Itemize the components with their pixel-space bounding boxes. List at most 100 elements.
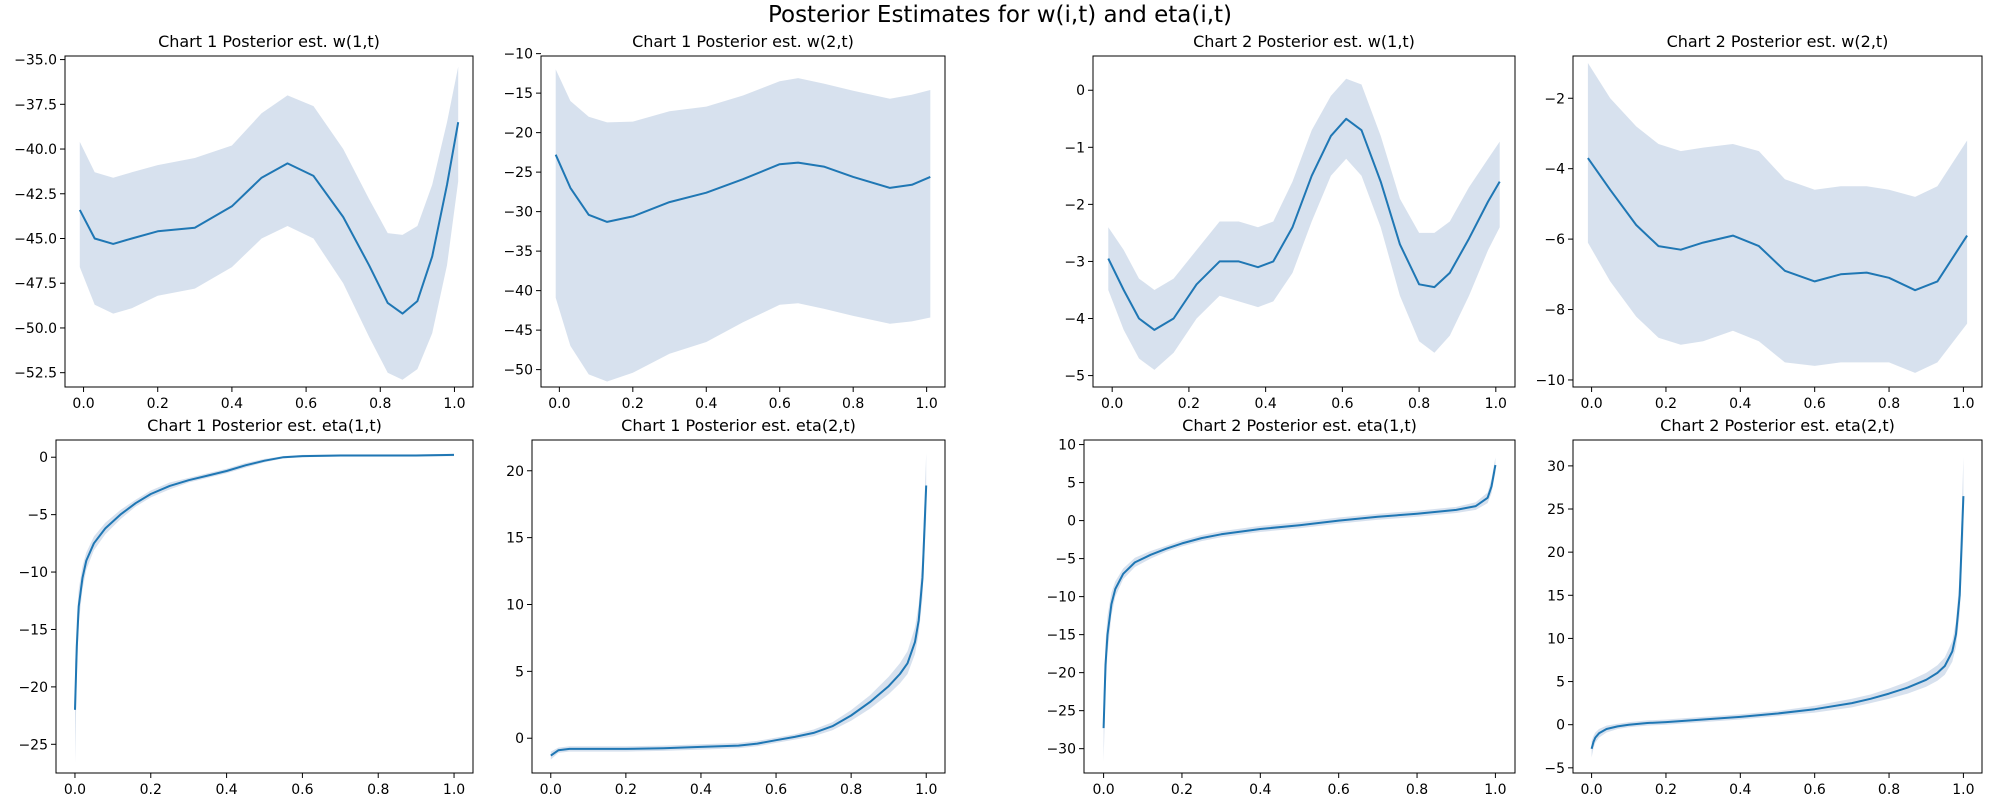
x-tick-label: 0.6 xyxy=(1804,396,1826,412)
y-tick-label: −10 xyxy=(1046,590,1076,606)
y-tick-label: −5 xyxy=(1055,552,1076,568)
y-tick-label: −30 xyxy=(1046,742,1076,758)
y-tick-label: −20 xyxy=(503,126,533,142)
y-tick-label: 25 xyxy=(1547,502,1565,518)
y-tick-label: 20 xyxy=(506,464,524,480)
credible-band xyxy=(1108,78,1500,370)
y-tick-label: 0 xyxy=(1067,514,1076,530)
x-tick-label: 0.6 xyxy=(1328,782,1350,798)
mean-line xyxy=(1107,117,1501,331)
subplot-6: 0.0 0.2 0.4 0.6 0.8 1.0 0 5 10 15 20 Chart 1 Poster… xyxy=(506,416,946,798)
x-tick-label: 0.2 xyxy=(615,782,637,798)
y-tick-label: 10 xyxy=(1547,631,1565,647)
y-tick-label: −2 xyxy=(1544,91,1565,107)
axes-frame xyxy=(1083,439,1516,774)
y-tick-label: −37.5 xyxy=(14,97,57,113)
x-tick-label: 0.4 xyxy=(1249,782,1271,798)
x-tick-label: 0.4 xyxy=(1255,396,1277,412)
y-tick-label: −3 xyxy=(1064,254,1085,270)
x-tick-label: 0.4 xyxy=(1729,396,1751,412)
y-tick-label: −47.5 xyxy=(14,276,57,292)
credible-band xyxy=(1103,457,1496,762)
credible-band xyxy=(75,453,454,763)
y-tick-label: −10 xyxy=(18,565,48,581)
x-tick-label: 0.8 xyxy=(369,396,391,412)
x-tick-label: 0.4 xyxy=(215,782,237,798)
y-tick-label: −50.0 xyxy=(14,321,57,337)
subplot-title: Chart 1 Posterior est. w(1,t) xyxy=(158,32,380,51)
x-tick-label: 0.4 xyxy=(1729,782,1751,798)
x-tick-label: 0.0 xyxy=(72,396,94,412)
credible-band xyxy=(1591,457,1964,758)
subplot-1: 0.0 0.2 0.4 0.6 0.8 1.0 −52.5 −50.0 −47.5 −45.0 −4… xyxy=(14,32,474,412)
x-tick-label: 0.0 xyxy=(1580,396,1602,412)
y-tick-label: −5 xyxy=(27,508,48,524)
x-tick-label: 0.8 xyxy=(1878,782,1900,798)
x-tick-label: 0.0 xyxy=(548,396,570,412)
y-tick-label: −5 xyxy=(1064,369,1085,385)
mean-line xyxy=(1590,496,1965,750)
mean-line xyxy=(1587,157,1968,292)
x-tick-label: 0.4 xyxy=(690,782,712,798)
x-tick-label: 0.6 xyxy=(769,396,791,412)
axes-frame xyxy=(531,439,946,774)
credible-band xyxy=(550,453,927,760)
y-tick-label: 0 xyxy=(515,731,524,747)
y-tick-label: −1 xyxy=(1064,140,1085,156)
y-tick-label: −15 xyxy=(503,86,533,102)
x-tick-label: 0.2 xyxy=(1655,782,1677,798)
y-tick-label: 10 xyxy=(506,597,524,613)
x-tick-label: 0.8 xyxy=(367,782,389,798)
x-tick-label: 0.8 xyxy=(842,396,864,412)
x-tick-label: 0.8 xyxy=(1406,782,1428,798)
subplot-7: 0.0 0.2 0.4 0.6 0.8 1.0 −30 −25 −20 −15 −10 −5 0 5 10 C… xyxy=(1046,416,1516,798)
x-tick-label: 0.2 xyxy=(140,782,162,798)
y-tick-label: −50 xyxy=(503,363,533,379)
axes-frame xyxy=(540,55,946,388)
y-tick-label: 20 xyxy=(1547,545,1565,561)
x-tick-label: 0.8 xyxy=(1878,396,1900,412)
subplot-title: Chart 2 Posterior est. eta(1,t) xyxy=(1182,416,1417,435)
y-tick-label: −45.0 xyxy=(14,231,57,247)
x-tick-label: 1.0 xyxy=(443,782,465,798)
x-tick-label: 0.0 xyxy=(540,782,562,798)
x-tick-label: 1.0 xyxy=(916,396,938,412)
y-tick-label: 15 xyxy=(506,531,524,547)
y-tick-label: −4 xyxy=(1544,162,1565,178)
y-tick-label: 10 xyxy=(1058,438,1076,454)
y-tick-label: −5 xyxy=(1544,761,1565,777)
y-tick-label: −6 xyxy=(1544,232,1565,248)
y-tick-label: −4 xyxy=(1064,312,1085,328)
y-tick-label: −30 xyxy=(503,205,533,221)
y-tick-label: −25 xyxy=(503,165,533,181)
y-tick-label: 0 xyxy=(1076,83,1085,99)
y-tick-label: −15 xyxy=(18,622,48,638)
y-tick-label: 0 xyxy=(1556,718,1565,734)
x-tick-label: 0.0 xyxy=(1092,782,1114,798)
y-tick-label: 5 xyxy=(515,664,524,680)
x-tick-label: 0.6 xyxy=(291,782,313,798)
x-tick-label: 0.0 xyxy=(1580,782,1602,798)
y-tick-label: −20 xyxy=(18,680,48,696)
x-tick-label: 0.2 xyxy=(1178,396,1200,412)
y-tick-label: 0 xyxy=(39,450,48,466)
y-tick-label: −25 xyxy=(1046,704,1076,720)
y-tick-label: −15 xyxy=(1046,628,1076,644)
axes-frame xyxy=(55,439,474,774)
y-tick-label: −2 xyxy=(1064,197,1085,213)
subplot-8: 0.0 0.2 0.4 0.6 0.8 1.0 −5 0 5 10 15 20 25 30 Chart 2 … xyxy=(1544,416,1983,798)
y-tick-label: 30 xyxy=(1547,459,1565,475)
subplot-2: 0.0 0.2 0.4 0.6 0.8 1.0 −50 −45 −40 −35 −30 −25 −20 −… xyxy=(503,32,946,412)
subplot-title: Chart 2 Posterior est. eta(2,t) xyxy=(1660,416,1895,435)
mean-line xyxy=(1102,464,1497,729)
y-tick-label: −45 xyxy=(503,323,533,339)
x-tick-label: 0.8 xyxy=(840,782,862,798)
axes-frame xyxy=(1092,55,1516,388)
y-tick-label: −20 xyxy=(1046,666,1076,682)
subplot-4: 0.0 0.2 0.4 0.6 0.8 1.0 −10 −8 −6 −4 −2 Chart 2 Pos… xyxy=(1535,32,1983,412)
y-tick-label: −10 xyxy=(1535,373,1565,389)
x-tick-label: 1.0 xyxy=(443,396,465,412)
y-tick-label: 5 xyxy=(1556,675,1565,691)
x-tick-label: 1.0 xyxy=(1952,782,1974,798)
